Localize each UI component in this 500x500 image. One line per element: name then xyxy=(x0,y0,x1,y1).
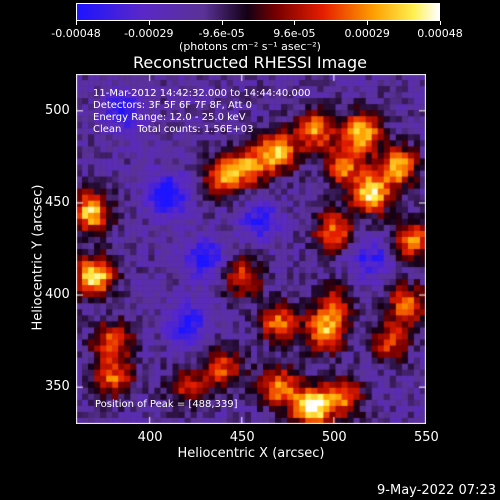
x-axis-label: Heliocentric X (arcsec) xyxy=(177,446,325,461)
time-range-label: 11-Mar-2012 14:42:32.000 to 14:44:40.000 xyxy=(93,88,311,99)
y-tick-label: 450 xyxy=(45,194,70,210)
colorbar-tick-mark xyxy=(221,21,223,25)
x-tick-label: 400 xyxy=(137,430,163,445)
colorbar-units: (photons cm⁻² s⁻¹ asec⁻²) xyxy=(179,40,321,53)
colorbar-tick-label: -0.00029 xyxy=(124,27,174,40)
colorbar-tick-mark xyxy=(367,21,369,25)
colorbar-tick-label: 9.6e-05 xyxy=(273,27,316,40)
colorbar-tick-label: 0.00029 xyxy=(344,27,390,40)
y-tick-label: 500 xyxy=(45,102,70,118)
colorbar-tick-mark xyxy=(148,21,150,25)
energy-range-label: Energy Range: 12.0 - 25.0 keV xyxy=(93,112,246,123)
x-tick-label: 500 xyxy=(321,430,347,445)
x-tick-label: 450 xyxy=(229,430,255,445)
colorbar-tick-label: -0.00048 xyxy=(51,27,101,40)
y-tick-label: 400 xyxy=(45,287,70,303)
colorbar-tick-label: -9.6e-05 xyxy=(198,27,245,40)
peak-position-label: Position of Peak = [488,339] xyxy=(95,399,238,410)
x-tick-label: 550 xyxy=(414,430,439,445)
colorbar-tick-mark xyxy=(76,21,77,25)
colorbar-tick-label: 0.00048 xyxy=(417,27,463,40)
y-tick-label: 350 xyxy=(45,379,70,395)
datestamp: 9-May-2022 07:23 xyxy=(377,483,496,498)
clean-counts-label: Clean Total counts: 1.56E+03 xyxy=(93,124,254,135)
colorbar xyxy=(76,3,440,21)
colorbar-tick-mark xyxy=(294,21,296,25)
y-axis-label: Heliocentric Y (arcsec) xyxy=(30,184,46,331)
detectors-label: Detectors: 3F 5F 6F 7F 8F, Att 0 xyxy=(93,100,253,111)
colorbar-tick-mark xyxy=(440,21,441,25)
heatmap-image xyxy=(76,74,426,424)
chart-title: Reconstructed RHESSI Image xyxy=(133,53,367,72)
